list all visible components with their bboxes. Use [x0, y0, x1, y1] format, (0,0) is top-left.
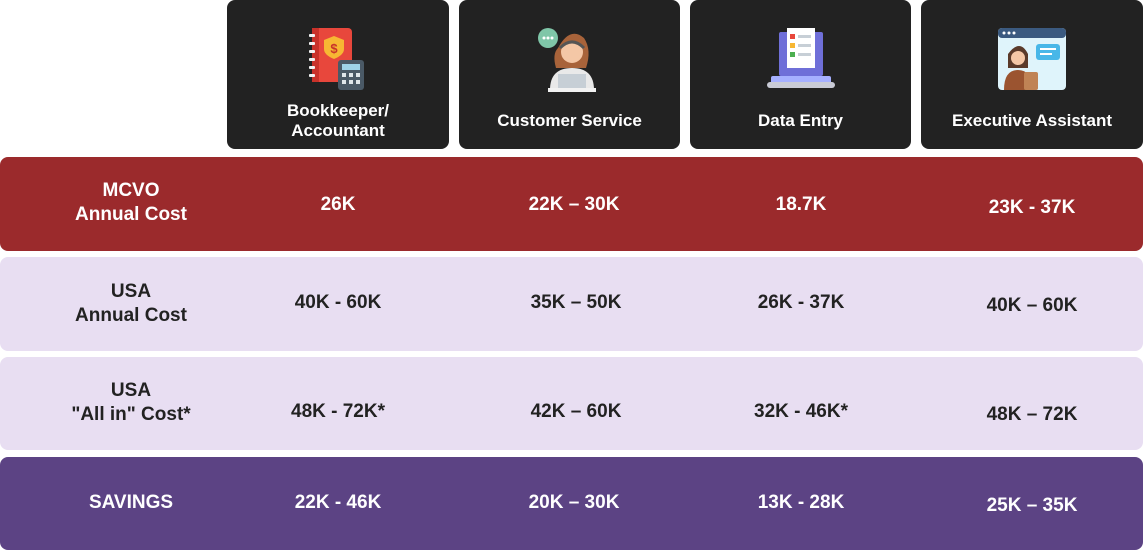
row-savings: SAVINGS 22K - 46K 20K – 30K 13K - 28K 25…: [0, 457, 1143, 550]
row-usa-annual-cost: USA Annual Cost 40K - 60K 35K – 50K 26K …: [0, 257, 1143, 351]
value-cell: 26K: [320, 194, 356, 215]
value-cell: 48K – 72K: [986, 404, 1078, 425]
column-header-label: Customer Service: [497, 111, 642, 130]
value-cell: 42K – 60K: [530, 401, 622, 422]
value-cell: 20K – 30K: [528, 492, 620, 513]
value-cell: 22K – 30K: [528, 194, 620, 215]
row-label: USA Annual Cost: [75, 281, 187, 326]
laptop-checklist-icon: [766, 28, 835, 88]
row-label: SAVINGS: [88, 492, 174, 513]
headset-agent-icon: [537, 28, 596, 92]
value-cell: 23K - 37K: [988, 197, 1076, 218]
value-cell: 22K - 46K: [294, 492, 382, 513]
svg-text:$: $: [330, 41, 338, 56]
column-header-label: Executive Assistant: [952, 111, 1112, 130]
row-mcvo-annual-cost: MCVO Annual Cost 26K 22K – 30K 18.7K 23K…: [0, 157, 1143, 251]
value-cell: 32K - 46K*: [754, 401, 848, 422]
value-cell: 48K - 72K*: [291, 401, 385, 422]
column-header-executive-assistant: Executive Assistant: [921, 0, 1143, 149]
ledger-calculator-icon: $: [309, 28, 364, 90]
row-label: USA "All in" Cost*: [71, 380, 191, 425]
value-cell: 25K – 35K: [986, 495, 1078, 516]
value-cell: 40K – 60K: [986, 295, 1078, 316]
row-usa-all-in-cost: USA "All in" Cost* 48K - 72K* 42K – 60K …: [0, 357, 1143, 450]
row-label: MCVO Annual Cost: [75, 180, 187, 225]
column-header-data-entry: Data Entry: [690, 0, 911, 149]
column-header-customer-service: Customer Service: [459, 0, 680, 149]
value-cell: 18.7K: [775, 194, 827, 215]
value-cell: 35K – 50K: [530, 292, 622, 313]
column-header-label: Data Entry: [757, 111, 844, 130]
assistant-window-icon: [998, 28, 1066, 90]
value-cell: 13K - 28K: [757, 492, 845, 513]
column-header-label: Bookkeeper/ Accountant: [286, 101, 390, 140]
value-cell: 40K - 60K: [294, 292, 382, 313]
column-header-bookkeeper: $ Bookkeeper/ Accountant: [227, 0, 449, 149]
value-cell: 26K - 37K: [757, 292, 845, 313]
